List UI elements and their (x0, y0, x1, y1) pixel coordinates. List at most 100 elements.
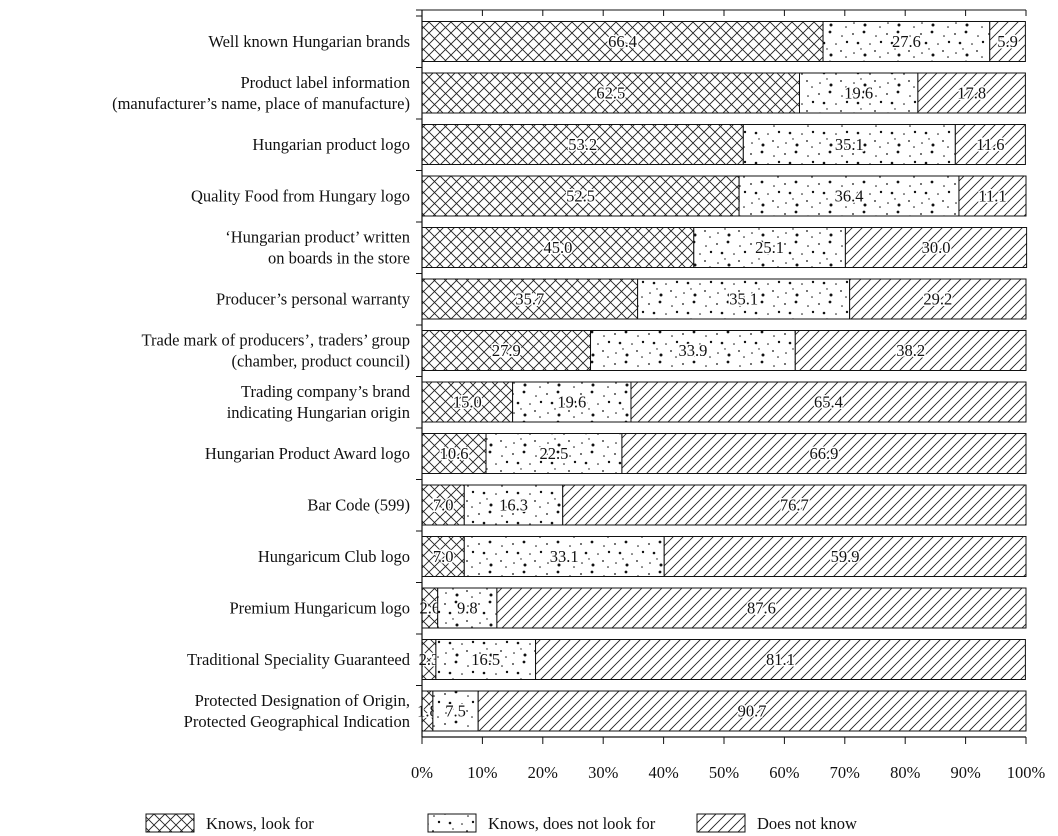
x-tick-label: 90% (950, 763, 981, 782)
bar-segment (535, 639, 1026, 680)
data-label: 22.5 (540, 444, 569, 463)
x-tick-label: 0% (411, 763, 433, 782)
bar-segment (477, 690, 1027, 732)
data-label: 7.0 (433, 496, 454, 515)
data-label: 29.2 (923, 290, 952, 309)
data-label: 16.3 (499, 496, 528, 515)
category-label: indicating Hungarian origin (227, 403, 410, 422)
data-label: 19.6 (557, 393, 586, 412)
data-label: 33.9 (678, 341, 707, 360)
data-label: 65.4 (814, 393, 843, 412)
data-label: 10.6 (440, 444, 469, 463)
legend-swatch (696, 813, 746, 833)
category-label: Producer’s personal warranty (216, 290, 411, 309)
x-tick-label: 50% (709, 763, 740, 782)
bar-segment (621, 433, 1027, 474)
data-label: 5.9 (997, 32, 1018, 51)
bar-segment (844, 227, 1028, 268)
data-label: 19.6 (844, 84, 873, 103)
data-label: 16.5 (471, 650, 500, 669)
x-axis: 0% 10% 20% 30% 40% 50% 60% 70% 80% 90% 100% (411, 9, 1046, 782)
legend: Knows, look for Knows, does not look for D… (145, 813, 857, 833)
x-tick-label: 100% (1007, 763, 1046, 782)
data-label: 35.1 (835, 135, 864, 154)
bar-segment (421, 175, 740, 217)
x-tick-label: 60% (769, 763, 800, 782)
bar-segment (421, 21, 824, 62)
legend-label: Does not know (757, 814, 857, 833)
data-label: 45.0 (543, 238, 572, 257)
data-label: 9.8 (457, 599, 478, 618)
data-label: 35.7 (515, 290, 544, 309)
data-label: 7.5 (445, 702, 466, 721)
data-label: 27.6 (892, 32, 921, 51)
data-label: 76.7 (780, 496, 809, 515)
category-label: Hungarian product logo (252, 135, 410, 154)
data-label: 25.1 (755, 238, 784, 257)
category-label: (manufacturer’s name, place of manufactu… (112, 94, 410, 113)
bar-segment (958, 175, 1027, 217)
data-label: 35.1 (729, 290, 758, 309)
category-label: Traditional Speciality Guaranteed (187, 650, 411, 669)
data-label: 30.0 (922, 238, 951, 257)
data-label: 2.6 (420, 599, 441, 618)
data-label: 81.1 (766, 650, 795, 669)
bar-segment (421, 72, 800, 114)
data-label: 15.0 (453, 393, 482, 412)
data-label: 7.0 (433, 547, 454, 566)
bar-segment (630, 381, 1027, 423)
data-label: 53.2 (568, 135, 597, 154)
bar-segment (989, 21, 1026, 62)
bar-segment (562, 484, 1027, 526)
bar-segment (421, 536, 465, 577)
bars-layer: 66.4 27.6 5.9 62.5 19.6 17.8 53.2 35.1 11.6 52.5 3… (416, 21, 1028, 732)
bar-segment (794, 330, 1027, 371)
bar-segment (421, 124, 744, 165)
legend-swatch (427, 813, 477, 833)
category-label: Quality Food from Hungary logo (191, 187, 410, 206)
data-label: 38.2 (896, 341, 925, 360)
data-label: 59.9 (831, 547, 860, 566)
bar-segment (637, 278, 851, 320)
category-label: Well known Hungarian brands (208, 32, 410, 51)
legend-label: Knows, look for (206, 814, 314, 833)
category-label: on boards in the store (268, 249, 410, 268)
bar-segment (822, 21, 991, 62)
category-label: Premium Hungaricum logo (229, 599, 410, 618)
bar-segment (432, 690, 479, 732)
category-label: Trade mark of producers’, traders’ group (142, 331, 411, 350)
data-label: 2.3 (419, 650, 440, 669)
x-tick-label: 30% (588, 763, 619, 782)
category-label: Trading company’s brand (241, 382, 411, 401)
data-label: 87.6 (747, 599, 776, 618)
data-label: 11.1 (978, 187, 1006, 206)
bar-segment (849, 278, 1027, 320)
x-tick-label: 40% (648, 763, 679, 782)
data-label: 52.5 (566, 187, 595, 206)
category-label: Hungarian Product Award logo (205, 444, 410, 463)
bar-segment (421, 227, 695, 268)
data-label: 17.8 (957, 84, 986, 103)
bar-segment (799, 72, 919, 114)
data-label: 66.4 (608, 32, 637, 51)
x-tick-label: 10% (467, 763, 498, 782)
x-tick-label: 20% (528, 763, 559, 782)
bar-segment (693, 227, 846, 268)
x-tick-label: 70% (830, 763, 861, 782)
category-label: (chamber, product council) (232, 352, 410, 371)
category-label: Protected Designation of Origin, (195, 691, 410, 710)
data-label: 11.6 (976, 135, 1004, 154)
legend-label: Knows, does not look for (488, 814, 656, 833)
data-label: 66.9 (810, 444, 839, 463)
bar-segment (742, 124, 956, 165)
data-label: 90.7 (738, 702, 767, 721)
bar-segment (917, 72, 1026, 114)
bar-segment (421, 381, 514, 423)
category-label: ‘Hungarian product’ written (225, 228, 410, 247)
bar-segment (463, 484, 564, 526)
bar-segment (512, 381, 632, 423)
bar-segment (590, 330, 796, 371)
bar-segment (663, 536, 1027, 577)
bar-segment (421, 330, 592, 371)
bar-segment (421, 484, 465, 526)
